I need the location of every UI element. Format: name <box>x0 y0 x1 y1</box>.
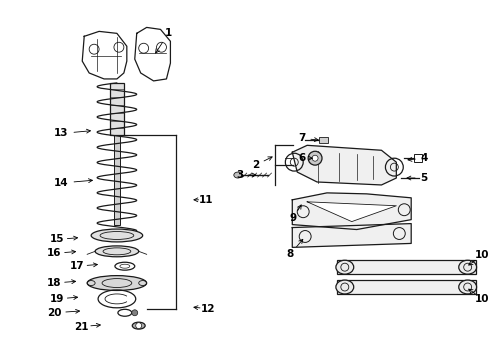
Polygon shape <box>292 145 395 185</box>
Circle shape <box>136 323 142 329</box>
Text: 5: 5 <box>420 173 427 183</box>
Text: 14: 14 <box>54 178 69 188</box>
Text: 17: 17 <box>70 261 84 271</box>
Text: 2: 2 <box>251 160 259 170</box>
Bar <box>110 83 123 135</box>
Text: 19: 19 <box>50 294 64 304</box>
Text: 9: 9 <box>289 213 296 222</box>
Text: 3: 3 <box>236 170 243 180</box>
Bar <box>318 138 327 143</box>
Ellipse shape <box>95 246 139 257</box>
Ellipse shape <box>458 280 476 294</box>
Polygon shape <box>135 27 170 81</box>
Text: 10: 10 <box>474 250 488 260</box>
Ellipse shape <box>335 280 353 294</box>
Text: 7: 7 <box>298 134 305 143</box>
Ellipse shape <box>132 322 145 329</box>
Bar <box>336 260 475 274</box>
Ellipse shape <box>458 260 476 274</box>
Text: 20: 20 <box>47 308 61 318</box>
Ellipse shape <box>233 172 241 178</box>
Bar <box>413 154 421 162</box>
Polygon shape <box>306 202 395 222</box>
Text: 10: 10 <box>474 294 488 304</box>
Text: 4: 4 <box>420 153 427 163</box>
Circle shape <box>311 155 317 161</box>
Polygon shape <box>292 224 410 247</box>
Text: 12: 12 <box>201 304 215 314</box>
Text: 1: 1 <box>164 28 172 39</box>
Ellipse shape <box>87 276 146 291</box>
Ellipse shape <box>335 260 353 274</box>
Text: 21: 21 <box>74 321 88 332</box>
Text: 18: 18 <box>47 278 61 288</box>
Bar <box>114 135 120 225</box>
Circle shape <box>131 310 138 316</box>
Circle shape <box>307 151 322 165</box>
Text: 16: 16 <box>47 248 61 258</box>
Polygon shape <box>82 31 126 79</box>
Text: 13: 13 <box>54 129 68 139</box>
Text: 15: 15 <box>50 234 64 244</box>
Polygon shape <box>292 193 410 230</box>
Text: 11: 11 <box>199 195 213 205</box>
Text: 8: 8 <box>286 249 293 259</box>
Ellipse shape <box>91 229 142 242</box>
Bar <box>336 280 475 294</box>
Text: 6: 6 <box>298 153 305 163</box>
